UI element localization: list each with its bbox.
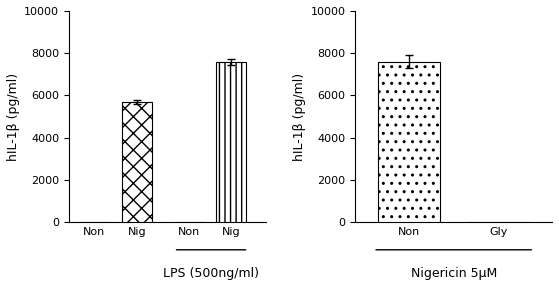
Bar bbox=[122, 102, 152, 222]
Bar bbox=[378, 62, 440, 222]
Text: Nigericin 5μM: Nigericin 5μM bbox=[410, 267, 497, 280]
Bar bbox=[216, 62, 247, 222]
Y-axis label: hIL-1β (pg/ml): hIL-1β (pg/ml) bbox=[7, 73, 20, 161]
Y-axis label: hIL-1β (pg/ml): hIL-1β (pg/ml) bbox=[293, 73, 306, 161]
Text: LPS (500ng/ml): LPS (500ng/ml) bbox=[163, 267, 259, 280]
